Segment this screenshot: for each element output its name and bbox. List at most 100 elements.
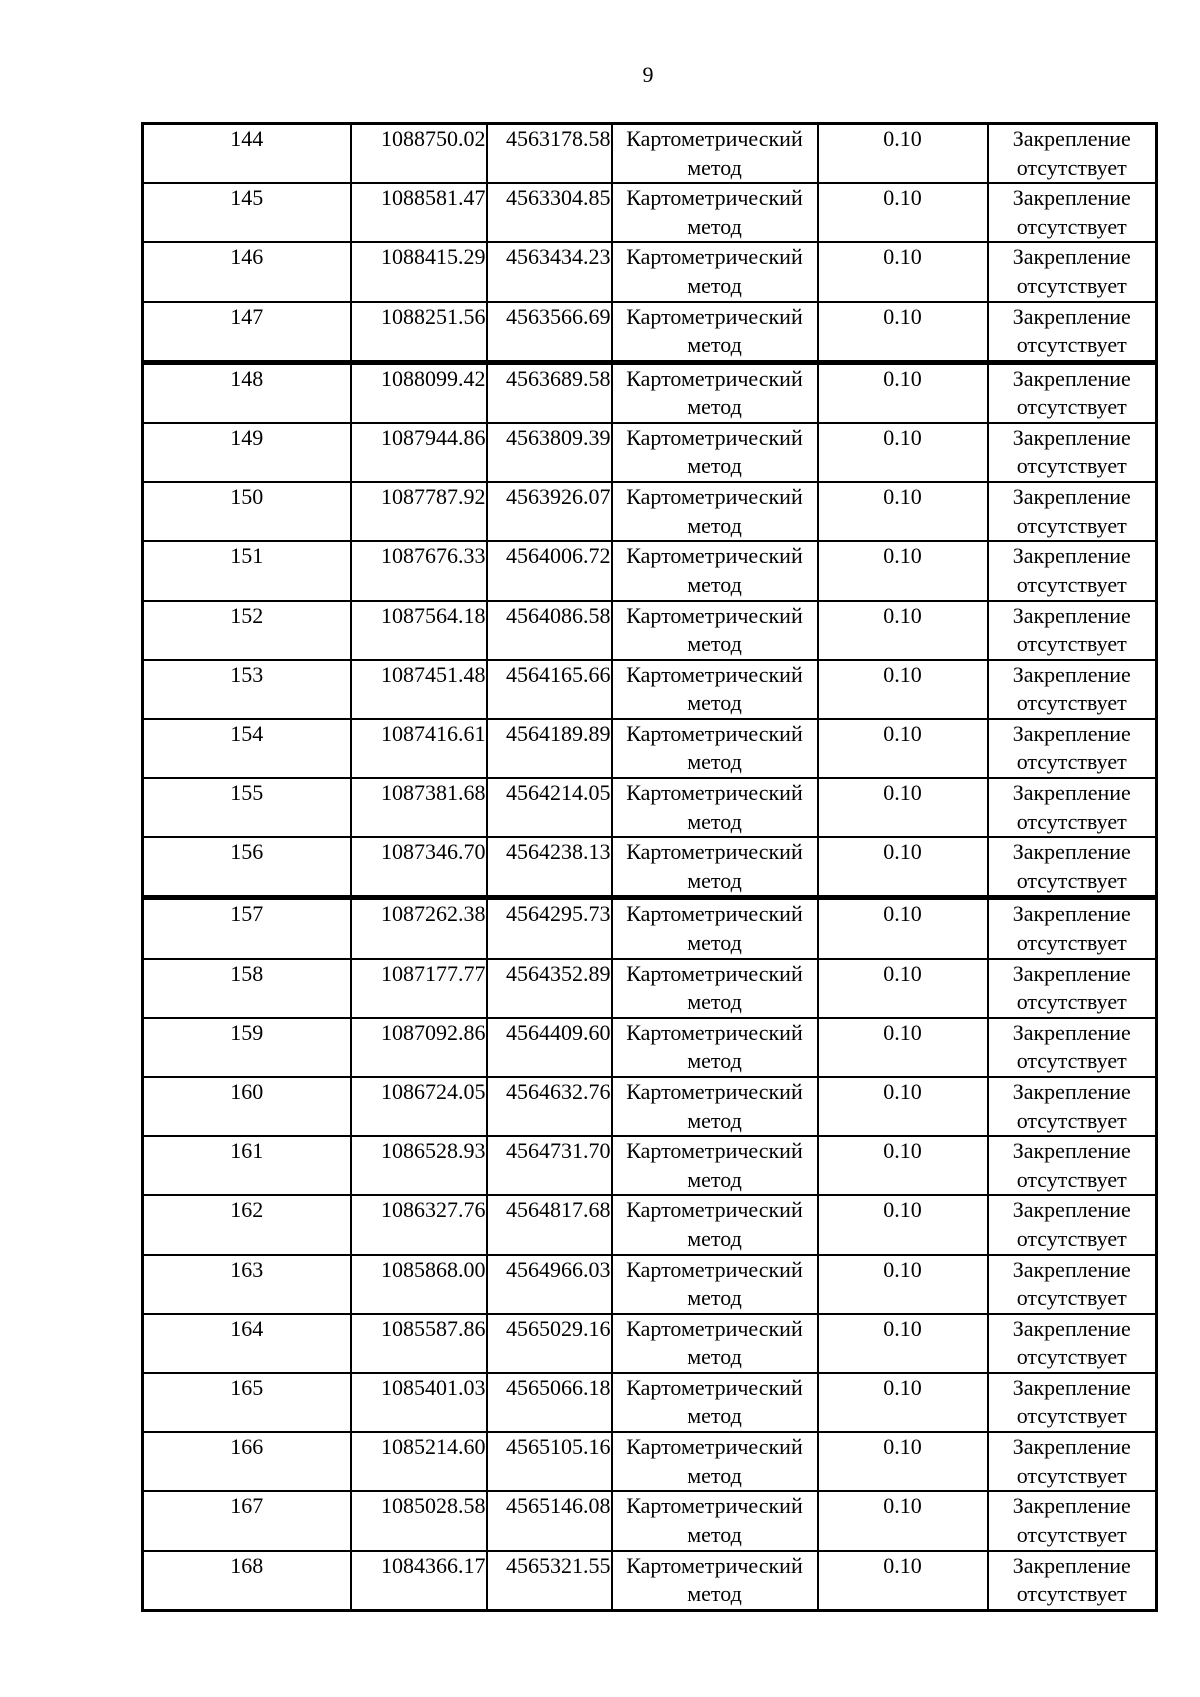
- method-line-1: Картометрический: [626, 1374, 803, 1400]
- method-cell: Картометрический метод: [610, 777, 819, 839]
- fixing-line-1: Закрепление: [1012, 901, 1131, 927]
- table-row: 144 1088750.02 4563178.58 Картометрическ…: [141, 122, 1158, 185]
- method-line-2: метод: [687, 867, 742, 893]
- method-cell: Картометрический метод: [610, 1253, 819, 1315]
- precision-cell: 0.10: [816, 717, 989, 780]
- precision-cell: 0.10: [816, 182, 989, 244]
- method-line-1: Картометрический: [626, 720, 803, 746]
- fixing-line-1: Закрепление: [1012, 1019, 1131, 1045]
- precision-cell: 0.10: [816, 421, 989, 484]
- coordinate-x-cell: 1086327.76: [349, 1194, 488, 1256]
- coordinate-x-cell: 1088251.56: [349, 300, 488, 364]
- precision-cell: 0.10: [816, 241, 989, 303]
- method-cell: Картометрический метод: [610, 359, 819, 424]
- point-number-cell: 152: [141, 599, 352, 661]
- fixing-line-1: Закрепление: [1012, 126, 1131, 151]
- method-line-1: Картометрический: [626, 780, 803, 806]
- fixing-line-2: отсутствует: [1016, 571, 1127, 597]
- precision-cell: 0.10: [816, 540, 989, 602]
- coordinate-x-cell: 1087381.68: [349, 777, 488, 839]
- point-number-cell: 148: [141, 359, 352, 424]
- coordinate-x-cell: 1088099.42: [349, 359, 488, 424]
- fixing-line-2: отсутствует: [1016, 1521, 1127, 1547]
- coordinate-y-cell: 4564238.13: [485, 836, 613, 899]
- method-line-2: метод: [687, 1166, 742, 1192]
- precision-cell: 0.10: [816, 836, 989, 899]
- method-line-2: метод: [687, 1521, 742, 1547]
- method-cell: Картометрический метод: [610, 481, 819, 543]
- precision-cell: 0.10: [816, 1194, 989, 1256]
- method-cell: Картометрический метод: [610, 1371, 819, 1434]
- coordinate-x-cell: 1087416.61: [349, 717, 488, 780]
- precision-cell: 0.10: [816, 777, 989, 839]
- coordinate-y-cell: 4565105.16: [485, 1431, 613, 1493]
- coordinate-y-cell: 4563178.58: [485, 122, 613, 185]
- method-line-1: Картометрический: [626, 1019, 803, 1045]
- fixing-line-2: отсутствует: [1016, 453, 1127, 479]
- coordinate-x-cell: 1087944.86: [349, 421, 488, 484]
- precision-cell: 0.10: [816, 1431, 989, 1493]
- method-line-2: метод: [687, 1462, 742, 1488]
- coordinate-y-cell: 4564966.03: [485, 1253, 613, 1315]
- table-row: 166 1085214.60 4565105.16 Картометрическ…: [141, 1431, 1158, 1493]
- method-line-2: метод: [687, 1285, 742, 1311]
- table-row: 167 1085028.58 4565146.08 Картометрическ…: [141, 1490, 1158, 1552]
- fixing-cell: Закрепление отсутствует: [986, 182, 1158, 244]
- method-cell: Картометрический метод: [610, 122, 819, 185]
- table-row: 158 1087177.77 4564352.89 Картометрическ…: [141, 957, 1158, 1019]
- precision-cell: 0.10: [816, 1075, 989, 1138]
- method-line-1: Картометрический: [626, 1434, 803, 1460]
- method-cell: Картометрический метод: [610, 1490, 819, 1552]
- method-line-1: Картометрический: [626, 185, 803, 211]
- point-number-cell: 150: [141, 481, 352, 543]
- point-number-cell: 144: [141, 122, 352, 185]
- method-line-1: Картометрический: [626, 365, 803, 391]
- fixing-line-2: отсутствует: [1016, 808, 1127, 834]
- table-row: 146 1088415.29 4563434.23 Картометрическ…: [141, 241, 1158, 303]
- method-line-2: метод: [687, 213, 742, 239]
- coordinate-x-cell: 1085587.86: [349, 1312, 488, 1374]
- fixing-line-2: отсутствует: [1016, 394, 1127, 420]
- coordinate-y-cell: 4564731.70: [485, 1135, 613, 1197]
- method-line-2: метод: [687, 690, 742, 716]
- coordinate-y-cell: 4564295.73: [485, 895, 613, 960]
- fixing-line-1: Закрепление: [1012, 1079, 1131, 1104]
- point-number-cell: 146: [141, 241, 352, 303]
- method-line-2: метод: [687, 989, 742, 1015]
- method-line-1: Картометрический: [626, 424, 803, 450]
- method-line-1: Картометрический: [626, 1552, 803, 1578]
- coordinate-y-cell: 4564352.89: [485, 957, 613, 1019]
- precision-cell: 0.10: [816, 1490, 989, 1552]
- point-number-cell: 151: [141, 540, 352, 602]
- method-line-1: Картометрический: [626, 960, 803, 986]
- coordinate-y-cell: 4563566.69: [485, 300, 613, 364]
- fixing-line-2: отсутствует: [1016, 213, 1127, 239]
- point-number-cell: 166: [141, 1431, 352, 1493]
- fixing-line-1: Закрепление: [1012, 365, 1131, 391]
- method-cell: Картометрический метод: [610, 957, 819, 1019]
- method-cell: Картометрический метод: [610, 1075, 819, 1138]
- fixing-cell: Закрепление отсутствует: [986, 1253, 1158, 1315]
- table-row: 149 1087944.86 4563809.39 Картометрическ…: [141, 421, 1158, 484]
- coordinate-x-cell: 1085214.60: [349, 1431, 488, 1493]
- coordinate-x-cell: 1084366.17: [349, 1549, 488, 1612]
- coordinate-y-cell: 4563809.39: [485, 421, 613, 484]
- method-line-2: метод: [687, 571, 742, 597]
- coordinate-y-cell: 4564214.05: [485, 777, 613, 839]
- fixing-line-2: отсутствует: [1016, 867, 1127, 893]
- precision-cell: 0.10: [816, 481, 989, 543]
- fixing-cell: Закрепление отсутствует: [986, 359, 1158, 424]
- table-row: 151 1087676.33 4564006.72 Картометрическ…: [141, 540, 1158, 602]
- coordinate-x-cell: 1087262.38: [349, 895, 488, 960]
- fixing-line-1: Закрепление: [1012, 1256, 1131, 1282]
- precision-cell: 0.10: [816, 957, 989, 1019]
- method-cell: Картометрический метод: [610, 300, 819, 364]
- table-row: 156 1087346.70 4564238.13 Картометрическ…: [141, 836, 1158, 899]
- method-line-2: метод: [687, 1344, 742, 1370]
- method-line-1: Картометрический: [626, 661, 803, 687]
- method-line-2: метод: [687, 272, 742, 298]
- coordinate-x-cell: 1087092.86: [349, 1016, 488, 1079]
- fixing-line-2: отсутствует: [1016, 1344, 1127, 1370]
- table-row: 157 1087262.38 4564295.73 Картометрическ…: [141, 895, 1158, 960]
- table-row: 163 1085868.00 4564966.03 Картометрическ…: [141, 1253, 1158, 1315]
